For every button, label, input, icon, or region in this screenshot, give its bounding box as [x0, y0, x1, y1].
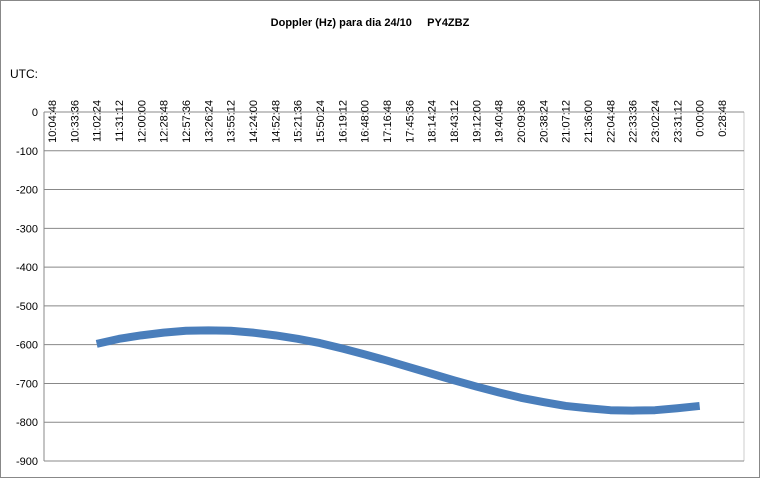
x-tick-label: 15:21:36: [293, 100, 305, 143]
y-tick-label: -400: [16, 262, 38, 274]
y-tick-label: -800: [16, 417, 38, 429]
x-tick-label: 16:19:12: [337, 100, 349, 143]
x-tick-label: 14:52:48: [270, 100, 282, 143]
y-tick-label: -600: [16, 340, 38, 352]
y-tick-label: -700: [16, 378, 38, 390]
x-tick-label: 12:57:36: [181, 100, 193, 143]
y-tick-label: -900: [16, 456, 38, 468]
x-tick-label: 10:04:48: [47, 100, 59, 143]
x-tick-label: 14:24:00: [248, 100, 260, 143]
x-tick-label: 12:00:00: [136, 100, 148, 143]
x-tick-label: 22:33:36: [628, 100, 640, 143]
x-tick-label: 13:26:24: [203, 100, 215, 143]
x-tick-label: 23:31:12: [672, 100, 684, 143]
x-tick-label: 16:48:00: [360, 100, 372, 143]
y-tick-label: -100: [16, 146, 38, 158]
x-tick-label: 0:00:00: [695, 100, 707, 137]
x-tick-label: 23:02:24: [650, 100, 662, 143]
y-tick-label: -300: [16, 223, 38, 235]
x-tick-label: 20:09:36: [516, 100, 528, 143]
x-tick-label: 21:36:00: [583, 100, 595, 143]
x-tick-label: 13:55:12: [226, 100, 238, 143]
x-tick-label: 19:40:48: [494, 100, 506, 143]
x-tick-label: 10:33:36: [69, 100, 81, 143]
x-tick-label: 17:16:48: [382, 100, 394, 143]
x-axis-label: UTC:: [10, 67, 38, 81]
x-tick-label: 15:50:24: [315, 100, 327, 143]
data-line: [95, 326, 701, 415]
x-tick-label: 11:02:24: [92, 100, 104, 142]
x-tick-label: 22:04:48: [605, 100, 617, 143]
y-tick-label: -200: [16, 185, 38, 197]
chart-title: Doppler (Hz) para dia 24/10 PY4ZBZ: [271, 17, 470, 29]
x-tick-label: 21:07:12: [561, 100, 573, 143]
y-tick-label: -500: [16, 301, 38, 313]
x-tick-label: 0:28:48: [717, 100, 729, 137]
y-tick-label: 0: [32, 107, 38, 119]
x-tick-label: 18:43:12: [449, 100, 461, 143]
x-tick-label: 19:12:00: [471, 100, 483, 143]
x-tick-label: 18:14:24: [427, 100, 439, 143]
x-tick-label: 11:31:12: [114, 100, 126, 142]
x-tick-label: 12:28:48: [159, 100, 171, 143]
x-tick-label: 20:38:24: [538, 100, 550, 143]
x-tick-label: 17:45:36: [404, 100, 416, 143]
